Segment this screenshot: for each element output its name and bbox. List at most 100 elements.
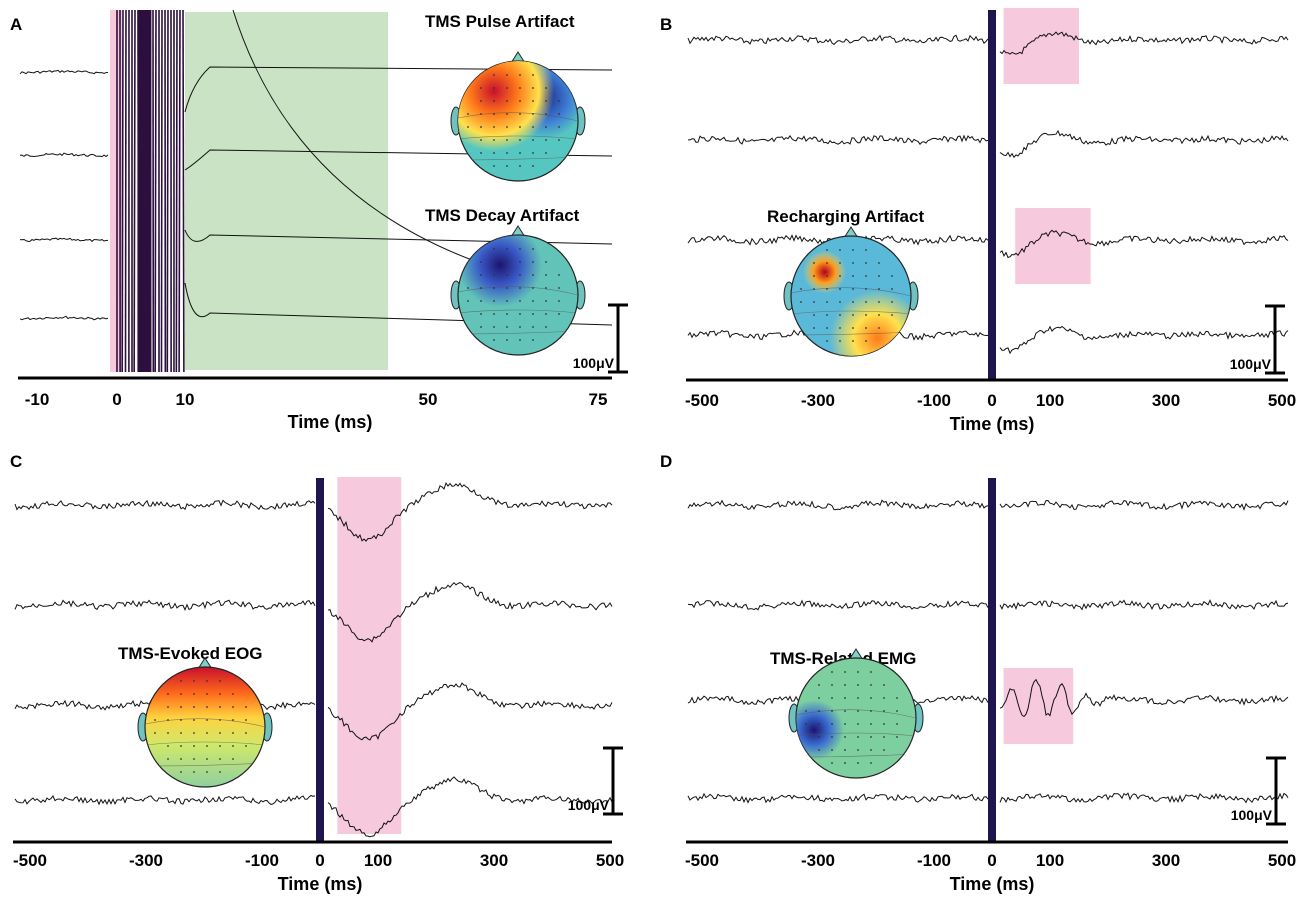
panel-letter-c: C	[10, 452, 22, 471]
topomap-electrode	[493, 126, 495, 128]
topomap-electrode	[852, 262, 854, 264]
topomap-electrode	[831, 762, 833, 764]
topomap-electrode	[193, 745, 195, 747]
tick-label: -300	[129, 851, 163, 870]
eeg-trace-baseline	[19, 237, 109, 243]
topomap-electrode	[883, 736, 885, 738]
topomap-electrode	[852, 249, 854, 251]
topomap-electrode	[852, 314, 854, 316]
eeg-trace-pre	[14, 599, 316, 611]
topomap-electrode	[545, 87, 547, 89]
topomap-electrode	[831, 671, 833, 673]
topomap-electrode	[493, 139, 495, 141]
topomap-contour	[458, 135, 578, 140]
topomap-electrode	[480, 274, 482, 276]
tick-label: 0	[987, 851, 996, 870]
topomap-electrode	[545, 152, 547, 154]
topomap-electrode	[839, 327, 841, 329]
topomap-electrode	[545, 313, 547, 315]
topomap-electrode	[532, 274, 534, 276]
topomap-electrode	[844, 762, 846, 764]
topomap-electrode	[865, 249, 867, 251]
topomap-electrode	[193, 758, 195, 760]
topomap-electrode	[813, 288, 815, 290]
topomap-electrode	[545, 326, 547, 328]
topomap-electrode	[519, 113, 521, 115]
topomap-electrode	[865, 275, 867, 277]
tick-label: 100	[364, 851, 392, 870]
topomap-electrode	[831, 723, 833, 725]
tick-label: 300	[1152, 391, 1180, 410]
topomap-electrode	[558, 126, 560, 128]
topomap-electrode	[532, 113, 534, 115]
x-axis-label: Time (ms)	[288, 412, 373, 432]
topomap-title: TMS Pulse Artifact	[425, 12, 575, 31]
topomap-electrode	[519, 248, 521, 250]
topomap-electrode	[519, 139, 521, 141]
topomap-electrode	[493, 165, 495, 167]
tick-label: -100	[917, 391, 951, 410]
stimulus-marker	[988, 478, 996, 842]
topomap-electrode	[206, 693, 208, 695]
eeg-trace-post	[999, 325, 1289, 355]
topomap-electrode	[467, 126, 469, 128]
eeg-trace-post	[999, 792, 1289, 804]
eeg-trace-baseline	[19, 315, 109, 321]
topomap-electrode	[813, 327, 815, 329]
stimulus-artifact-line	[166, 9, 169, 373]
topomap-electrode	[870, 723, 872, 725]
panel-a: -10 0 10 50 75 Time (ms) TMS Pulse Artifact TMS…	[18, 9, 628, 432]
stimulus-artifact-line	[124, 9, 127, 373]
topomap-electrode	[870, 710, 872, 712]
scale-bar-label: 100μV	[573, 355, 615, 371]
topomap-electrode	[167, 758, 169, 760]
topomap-red-region	[458, 61, 578, 181]
topomap-electrode	[852, 301, 854, 303]
topomap-electrode	[878, 327, 880, 329]
topomap-electrode	[826, 327, 828, 329]
topomap-electrode	[493, 274, 495, 276]
topomap-electrode	[532, 287, 534, 289]
topomap-electrode	[545, 113, 547, 115]
topomap-electrode	[180, 771, 182, 773]
topomap-electrode	[896, 736, 898, 738]
topomap-electrode	[826, 262, 828, 264]
topomap-electrode	[245, 745, 247, 747]
topomap-electrode	[519, 126, 521, 128]
topomap-contour	[791, 287, 911, 297]
topomap-electrode	[506, 152, 508, 154]
topomap-field	[796, 658, 916, 778]
topomap-electrode	[219, 771, 221, 773]
topomap-electrode	[826, 275, 828, 277]
topomap-electrode	[519, 313, 521, 315]
stimulus-artifact-line	[178, 9, 181, 373]
topomap-electrode	[180, 693, 182, 695]
topomap-electrode	[519, 165, 521, 167]
eeg-trace-post	[999, 229, 1289, 259]
topomap-electrode	[480, 300, 482, 302]
topomap-electrode	[865, 301, 867, 303]
topomap-electrode	[896, 697, 898, 699]
topomap-electrode	[813, 301, 815, 303]
stimulus-artifact-line	[121, 9, 124, 373]
x-axis-label: Time (ms)	[950, 414, 1035, 434]
topomap-electrode	[480, 152, 482, 154]
topomap-electrode	[519, 287, 521, 289]
topomap-electrode	[519, 300, 521, 302]
tick-label: -100	[917, 851, 951, 870]
topomap-electrode	[193, 771, 195, 773]
eeg-trace-baseline	[19, 152, 109, 158]
topomap-electrode	[506, 74, 508, 76]
topomap-electrode	[480, 287, 482, 289]
topomap-electrode	[206, 732, 208, 734]
eeg-trace-post	[999, 599, 1289, 611]
topomap-electrode	[545, 126, 547, 128]
tick-label: 300	[1152, 851, 1180, 870]
topomap-field	[458, 235, 578, 355]
topomap-electrode	[232, 758, 234, 760]
topomap-electrode	[826, 288, 828, 290]
topomap-electrode	[844, 710, 846, 712]
topomap-electrode	[532, 326, 534, 328]
topomap-electrode	[878, 275, 880, 277]
